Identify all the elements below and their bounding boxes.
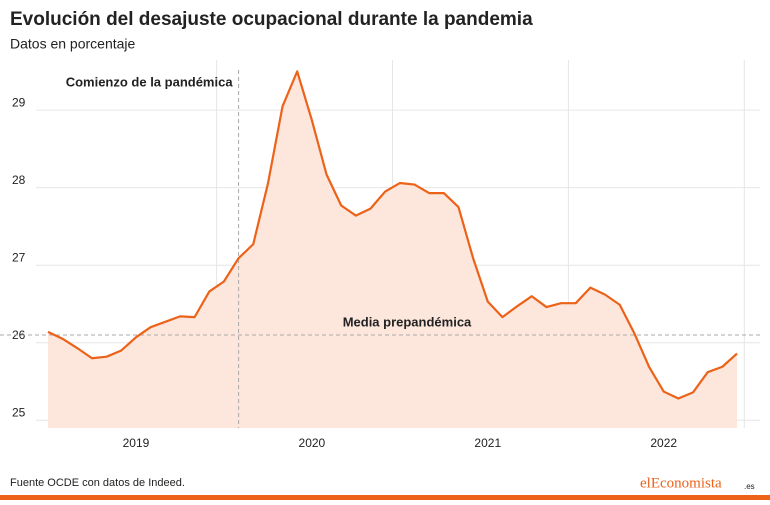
x-tick-label: 2019 bbox=[123, 436, 150, 450]
x-tick-label: 2021 bbox=[474, 436, 501, 450]
reference-label: Media prepandémica bbox=[343, 314, 472, 329]
x-tick-label: 2020 bbox=[299, 436, 326, 450]
y-tick-label: 26 bbox=[12, 328, 26, 342]
y-tick-label: 28 bbox=[12, 173, 26, 187]
line bbox=[47, 70, 738, 400]
brand: elEconomista bbox=[640, 475, 722, 491]
chart-subtitle: Datos en porcentaje bbox=[10, 36, 136, 52]
brand-suffix: .es bbox=[744, 482, 755, 491]
y-tick-label: 27 bbox=[12, 250, 26, 264]
area bbox=[48, 71, 737, 429]
pandemic-label: Comienzo de la pandémica bbox=[66, 74, 234, 89]
y-tick-label: 25 bbox=[12, 405, 26, 419]
source: Fuente OCDE con datos de Indeed. bbox=[10, 477, 185, 489]
chart-title: Evolución del desajuste ocupacional dura… bbox=[10, 9, 533, 30]
y-tick-label: 29 bbox=[12, 95, 26, 109]
x-tick-label: 2022 bbox=[650, 436, 677, 450]
footer-bar bbox=[0, 495, 770, 500]
